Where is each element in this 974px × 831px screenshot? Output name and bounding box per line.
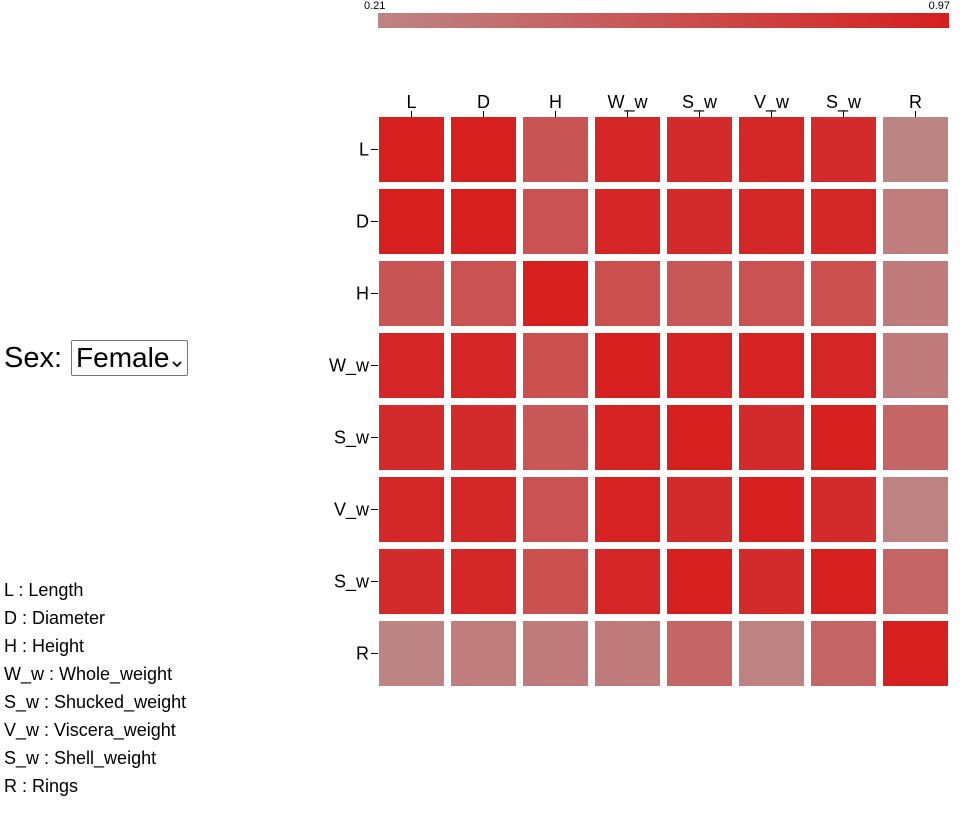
heatmap-cell xyxy=(451,333,516,398)
heatmap-cell xyxy=(379,117,444,182)
heatmap-cell xyxy=(811,189,876,254)
heatmap-cell xyxy=(451,477,516,542)
y-tick-label: S_w xyxy=(334,428,370,449)
legend-item: S_w : Shucked_weight xyxy=(4,692,187,712)
heatmap-cell xyxy=(667,549,732,614)
heatmap-cell xyxy=(811,405,876,470)
heatmap-cell xyxy=(883,549,948,614)
heatmap-cell xyxy=(523,189,588,254)
heatmap-cell xyxy=(595,477,660,542)
colorbar: 0.21 0.97 xyxy=(364,0,950,30)
heatmap-cell xyxy=(739,549,804,614)
x-tick-label: D xyxy=(477,92,490,112)
heatmap-cell xyxy=(379,549,444,614)
y-tick-label: L xyxy=(359,140,369,160)
heatmap-cell xyxy=(883,117,948,182)
heatmap-cell xyxy=(883,405,948,470)
legend-item: L : Length xyxy=(4,580,84,600)
heatmap-cell xyxy=(451,261,516,326)
heatmap-cell xyxy=(523,117,588,182)
legend-item: H : Height xyxy=(4,636,85,656)
legend-item: S_w : Shell_weight xyxy=(4,748,157,768)
heatmap-cell xyxy=(451,117,516,182)
heatmap-cell xyxy=(379,405,444,470)
heatmap-cell xyxy=(523,621,588,686)
y-tick-label: S_w xyxy=(334,572,370,593)
legend-item: W_w : Whole_weight xyxy=(4,664,173,684)
heatmap-cell xyxy=(523,261,588,326)
heatmap-cell xyxy=(811,549,876,614)
heatmap-cell xyxy=(739,477,804,542)
y-tick-label: D xyxy=(356,212,369,232)
heatmap-cell xyxy=(739,117,804,182)
heatmap-cell xyxy=(379,261,444,326)
heatmap-cell xyxy=(883,189,948,254)
heatmap-cell xyxy=(451,405,516,470)
x-tick-label: W_w xyxy=(608,92,649,113)
sex-filter: Sex: Female xyxy=(4,340,189,376)
heatmap-cell xyxy=(595,261,660,326)
colorbar-min-label: 0.21 xyxy=(364,0,386,12)
heatmap-cell xyxy=(523,405,588,470)
heatmap-cell xyxy=(739,261,804,326)
heatmap-cell xyxy=(883,621,948,686)
heatmap-cell xyxy=(523,549,588,614)
heatmap-cell xyxy=(595,333,660,398)
legend-item: R : Rings xyxy=(4,776,79,796)
heatmap-cell xyxy=(667,477,732,542)
heatmap-cell xyxy=(379,621,444,686)
x-tick-label: S_w xyxy=(826,92,862,113)
heatmap-cell xyxy=(595,405,660,470)
colorbar-max-label: 0.97 xyxy=(928,0,950,12)
colorbar-gradient xyxy=(378,13,949,28)
heatmap-cell xyxy=(811,261,876,326)
heatmap-cell xyxy=(883,333,948,398)
x-tick-label: S_w xyxy=(682,92,718,113)
heatmap-cell xyxy=(451,189,516,254)
heatmap-cell xyxy=(739,189,804,254)
heatmap-cell xyxy=(739,405,804,470)
x-tick-label: R xyxy=(909,92,922,112)
heatmap-cell xyxy=(811,621,876,686)
heatmap-cell xyxy=(667,405,732,470)
y-tick-label: H xyxy=(356,284,369,304)
y-tick-label: R xyxy=(356,644,369,664)
legend-item: D : Diameter xyxy=(4,608,106,628)
heatmap-cell xyxy=(379,189,444,254)
x-tick-label: V_w xyxy=(754,92,790,113)
heatmap-cell xyxy=(523,477,588,542)
heatmap-cell xyxy=(811,333,876,398)
abbreviation-legend: L : Length D : Diameter H : Height W_w : Wh… xyxy=(4,576,186,800)
y-tick-label: V_w xyxy=(334,500,370,521)
heatmap-cell xyxy=(523,333,588,398)
chevron-down-icon xyxy=(172,343,183,375)
x-tick-label: L xyxy=(406,92,416,112)
heatmap-cell xyxy=(811,477,876,542)
heatmap-cell xyxy=(595,117,660,182)
sex-select[interactable]: Female xyxy=(71,340,189,376)
y-tick-label: W_w xyxy=(329,356,370,377)
heatmap-cell xyxy=(595,549,660,614)
heatmap-cell xyxy=(379,477,444,542)
heatmap-cell xyxy=(739,621,804,686)
heatmap-cell xyxy=(451,621,516,686)
heatmap-cell xyxy=(379,333,444,398)
heatmap-cell xyxy=(811,117,876,182)
x-tick-label: H xyxy=(549,92,562,112)
heatmap-cell xyxy=(595,189,660,254)
heatmap-cell xyxy=(883,477,948,542)
heatmap-cell xyxy=(739,333,804,398)
heatmap-cell xyxy=(667,117,732,182)
heatmap-cell xyxy=(667,333,732,398)
heatmap-cell xyxy=(667,189,732,254)
sex-select-value: Female xyxy=(76,342,170,373)
heatmap-cell xyxy=(595,621,660,686)
heatmap-cell xyxy=(667,261,732,326)
heatmap-cell xyxy=(451,549,516,614)
heatmap-cell xyxy=(667,621,732,686)
legend-item: V_w : Viscera_weight xyxy=(4,720,176,740)
sex-filter-label: Sex: xyxy=(4,341,63,374)
heatmap-cell xyxy=(883,261,948,326)
